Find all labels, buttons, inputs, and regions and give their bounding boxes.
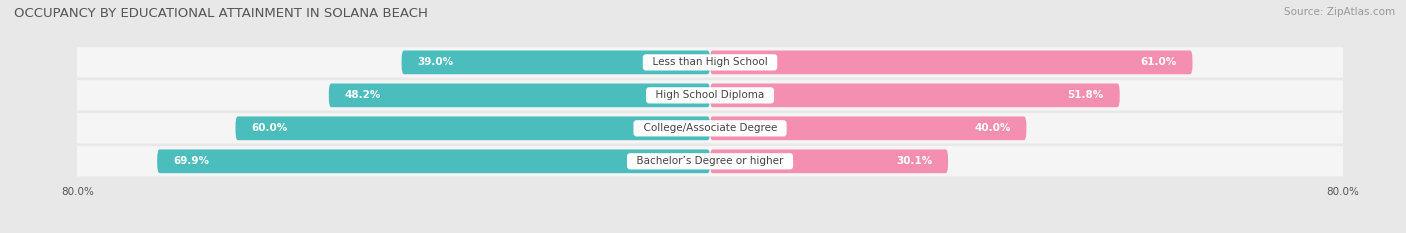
FancyBboxPatch shape xyxy=(710,51,1192,74)
Text: High School Diploma: High School Diploma xyxy=(650,90,770,100)
FancyBboxPatch shape xyxy=(402,51,710,74)
Text: OCCUPANCY BY EDUCATIONAL ATTAINMENT IN SOLANA BEACH: OCCUPANCY BY EDUCATIONAL ATTAINMENT IN S… xyxy=(14,7,427,20)
Text: Less than High School: Less than High School xyxy=(645,57,775,67)
FancyBboxPatch shape xyxy=(329,83,710,107)
Text: College/Associate Degree: College/Associate Degree xyxy=(637,123,783,133)
Text: 61.0%: 61.0% xyxy=(1140,57,1177,67)
Text: 30.1%: 30.1% xyxy=(896,156,932,166)
FancyBboxPatch shape xyxy=(73,80,1347,110)
FancyBboxPatch shape xyxy=(236,116,710,140)
FancyBboxPatch shape xyxy=(73,113,1347,144)
FancyBboxPatch shape xyxy=(710,149,948,173)
FancyBboxPatch shape xyxy=(73,47,1347,78)
Text: 39.0%: 39.0% xyxy=(418,57,454,67)
FancyBboxPatch shape xyxy=(710,83,1119,107)
Text: 60.0%: 60.0% xyxy=(252,123,288,133)
Text: 69.9%: 69.9% xyxy=(173,156,209,166)
Text: Source: ZipAtlas.com: Source: ZipAtlas.com xyxy=(1284,7,1395,17)
FancyBboxPatch shape xyxy=(157,149,710,173)
FancyBboxPatch shape xyxy=(710,116,1026,140)
Text: Bachelor’s Degree or higher: Bachelor’s Degree or higher xyxy=(630,156,790,166)
Text: 51.8%: 51.8% xyxy=(1067,90,1104,100)
FancyBboxPatch shape xyxy=(73,146,1347,176)
Text: 48.2%: 48.2% xyxy=(344,90,381,100)
Text: 40.0%: 40.0% xyxy=(974,123,1011,133)
